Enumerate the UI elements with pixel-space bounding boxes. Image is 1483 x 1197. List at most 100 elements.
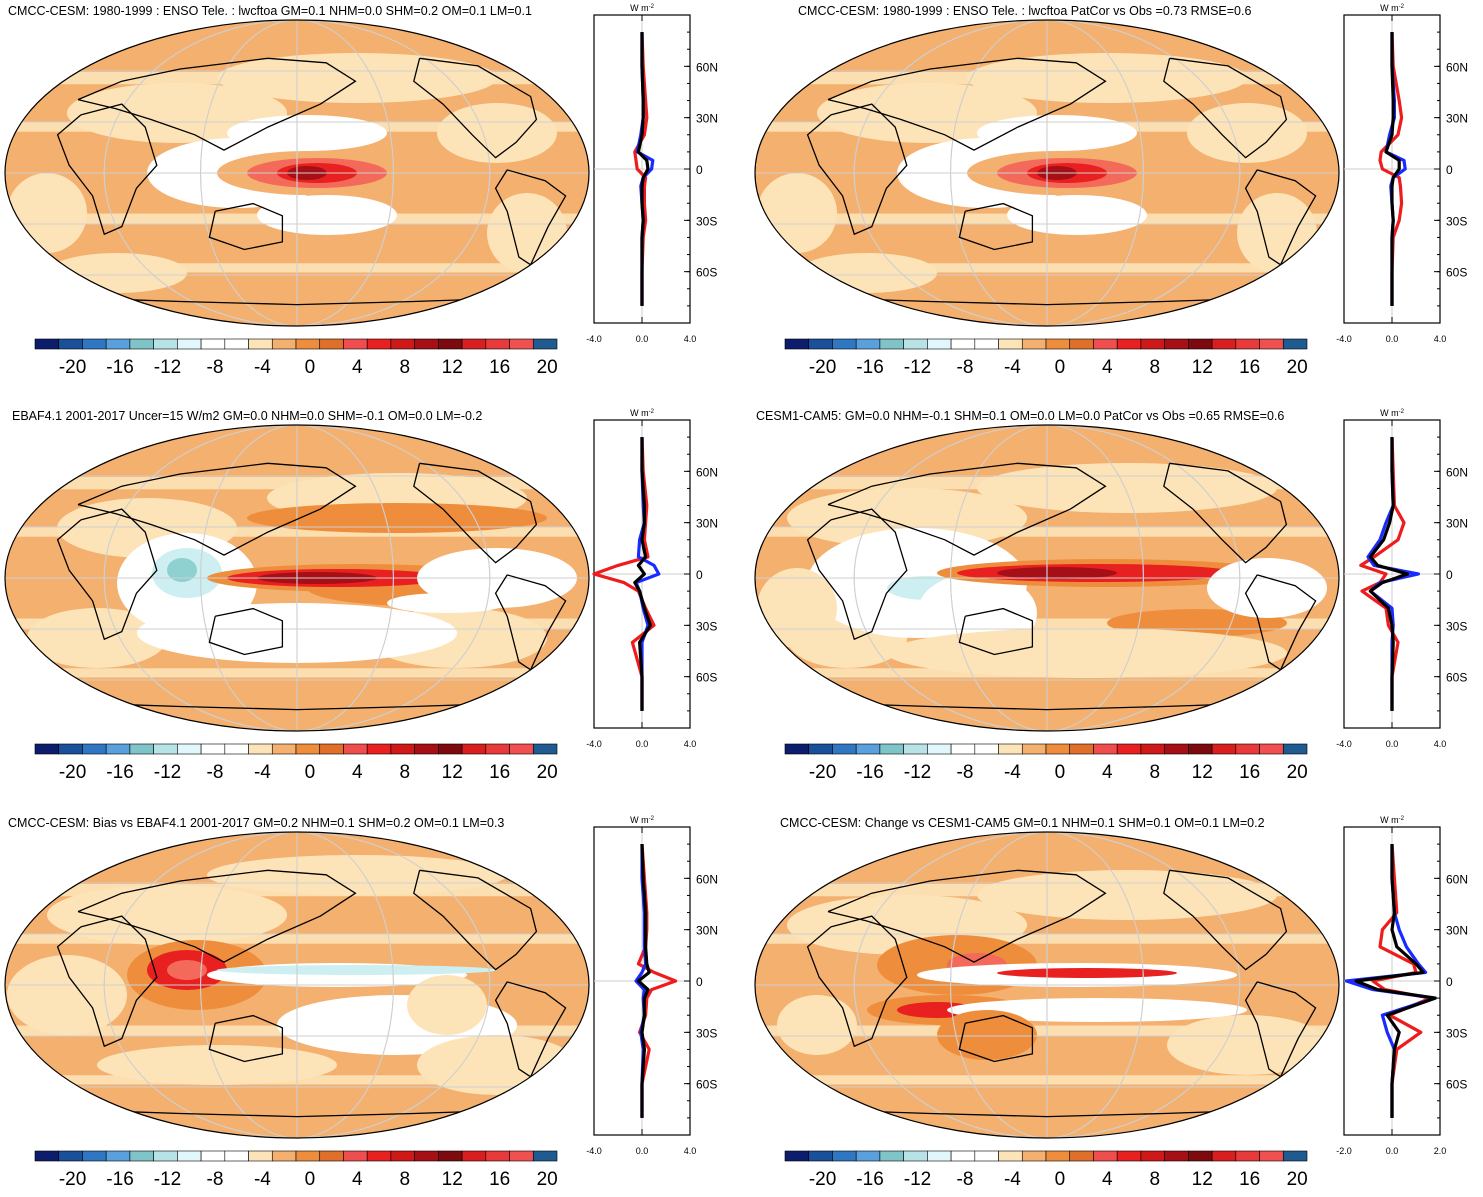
- colorbar-swatch: [1117, 339, 1141, 349]
- colorbar-swatch: [225, 339, 249, 349]
- zonal-lat-label: 60N: [696, 872, 718, 886]
- colorbar-swatch: [201, 744, 225, 754]
- colorbar-swatch: [1165, 744, 1189, 754]
- colorbar-swatch: [59, 744, 83, 754]
- colorbar-tick-label: -8: [957, 357, 974, 378]
- colorbar-swatch: [927, 1151, 951, 1161]
- zonal-unit-label: W m-2: [630, 815, 654, 825]
- zonal-x-tick-label: 0.0: [1386, 334, 1399, 344]
- colorbar-swatch: [1283, 339, 1307, 349]
- zonal-lat-label: 30N: [1446, 517, 1468, 531]
- zonal-lat-label: 60S: [1446, 266, 1467, 280]
- zonal-lat-label: 30N: [696, 517, 718, 531]
- zonal-lat-label: 60N: [1446, 60, 1468, 74]
- zonal-unit-label: W m-2: [630, 3, 654, 13]
- colorbar-swatch: [35, 744, 59, 754]
- zonal-lat-label: 60S: [696, 1078, 717, 1092]
- colorbar-swatch: [438, 744, 462, 754]
- colorbar-swatch: [1260, 744, 1284, 754]
- colorbar-tick-label: 12: [1192, 762, 1213, 783]
- colorbar-swatch: [486, 744, 510, 754]
- colorbar-swatch: [999, 744, 1023, 754]
- zonal-lat-label: 30S: [696, 1026, 717, 1040]
- colorbar-swatch: [1188, 1151, 1212, 1161]
- colorbar-tick-label: 0: [1055, 762, 1066, 783]
- zonal-x-tick-label: -4.0: [586, 739, 602, 749]
- zonal-lat-label: 0: [696, 163, 703, 177]
- zonal-lat-label: 30S: [1446, 214, 1467, 228]
- colorbar-swatch: [201, 1151, 225, 1161]
- colorbar-swatch: [438, 1151, 462, 1161]
- zonal-x-tick-label: 4.0: [684, 1146, 697, 1156]
- colorbar-swatch: [1236, 339, 1260, 349]
- colorbar-swatch: [880, 744, 904, 754]
- colorbar-swatch: [533, 339, 557, 349]
- zonal-lat-label: 0: [696, 568, 703, 582]
- colorbar-swatch: [951, 1151, 975, 1161]
- colorbar-swatch: [415, 1151, 439, 1161]
- colorbar-tick-label: -20: [809, 762, 836, 783]
- colorbar-swatch: [1165, 339, 1189, 349]
- colorbar-tick-label: -4: [254, 357, 271, 378]
- zonal-lat-label: 30N: [1446, 924, 1468, 938]
- colorbar-swatch: [809, 339, 833, 349]
- zonal-lat-label: 0: [1446, 975, 1453, 989]
- colorbar-swatch: [1141, 744, 1165, 754]
- colorbar-tick-label: -12: [904, 762, 931, 783]
- zonal-x-tick-label: 2.0: [1434, 1146, 1447, 1156]
- colorbar-swatch: [1117, 1151, 1141, 1161]
- colorbar-swatch: [154, 744, 178, 754]
- colorbar-swatch: [832, 339, 856, 349]
- colorbar-swatch: [1141, 339, 1165, 349]
- colorbar-tick-label: 4: [1102, 357, 1113, 378]
- colorbar-tick-label: 8: [1149, 357, 1160, 378]
- map-plot: [750, 405, 1350, 745]
- colorbar-swatch: [82, 1151, 106, 1161]
- colorbar-swatch: [951, 744, 975, 754]
- colorbar-swatch: [130, 744, 154, 754]
- colorbar-tick-label: 0: [1055, 357, 1066, 378]
- zonal-x-tick-label: 0.0: [636, 334, 649, 344]
- colorbar-swatch: [999, 1151, 1023, 1161]
- colorbar-swatch: [1236, 744, 1260, 754]
- colorbar-swatch: [1212, 1151, 1236, 1161]
- map-plot: [0, 405, 600, 745]
- zonal-lat-label: 30S: [696, 214, 717, 228]
- colorbar-swatch: [1165, 1151, 1189, 1161]
- zonal-x-tick-label: 0.0: [1386, 1146, 1399, 1156]
- colorbar-swatch: [510, 1151, 534, 1161]
- colorbar-tick-label: 0: [305, 762, 316, 783]
- colorbar-tick-label: 20: [1287, 762, 1308, 783]
- colorbar-swatch: [343, 1151, 367, 1161]
- zonal-unit-label: W m-2: [1380, 3, 1404, 13]
- colorbar-tick-label: -4: [1004, 762, 1021, 783]
- colorbar-swatch: [130, 1151, 154, 1161]
- colorbar-swatch: [785, 1151, 809, 1161]
- colorbar-swatch: [904, 1151, 928, 1161]
- colorbar-swatch: [975, 339, 999, 349]
- colorbar-swatch: [1046, 339, 1070, 349]
- colorbar-swatch: [1070, 1151, 1094, 1161]
- colorbar-swatch: [1093, 1151, 1117, 1161]
- colorbar-swatch: [927, 339, 951, 349]
- colorbar-swatch: [106, 339, 130, 349]
- colorbar-swatch: [272, 744, 296, 754]
- colorbar-tick-label: 16: [1239, 762, 1260, 783]
- colorbar-swatch: [249, 339, 273, 349]
- zonal-x-tick-label: 4.0: [1434, 739, 1447, 749]
- colorbar-swatch: [225, 1151, 249, 1161]
- colorbar-tick-label: -8: [207, 762, 224, 783]
- colorbar-swatch: [343, 744, 367, 754]
- colorbar-swatch: [1260, 339, 1284, 349]
- colorbar-swatch: [1093, 339, 1117, 349]
- colorbar-swatch: [367, 744, 391, 754]
- colorbar-swatch: [391, 744, 415, 754]
